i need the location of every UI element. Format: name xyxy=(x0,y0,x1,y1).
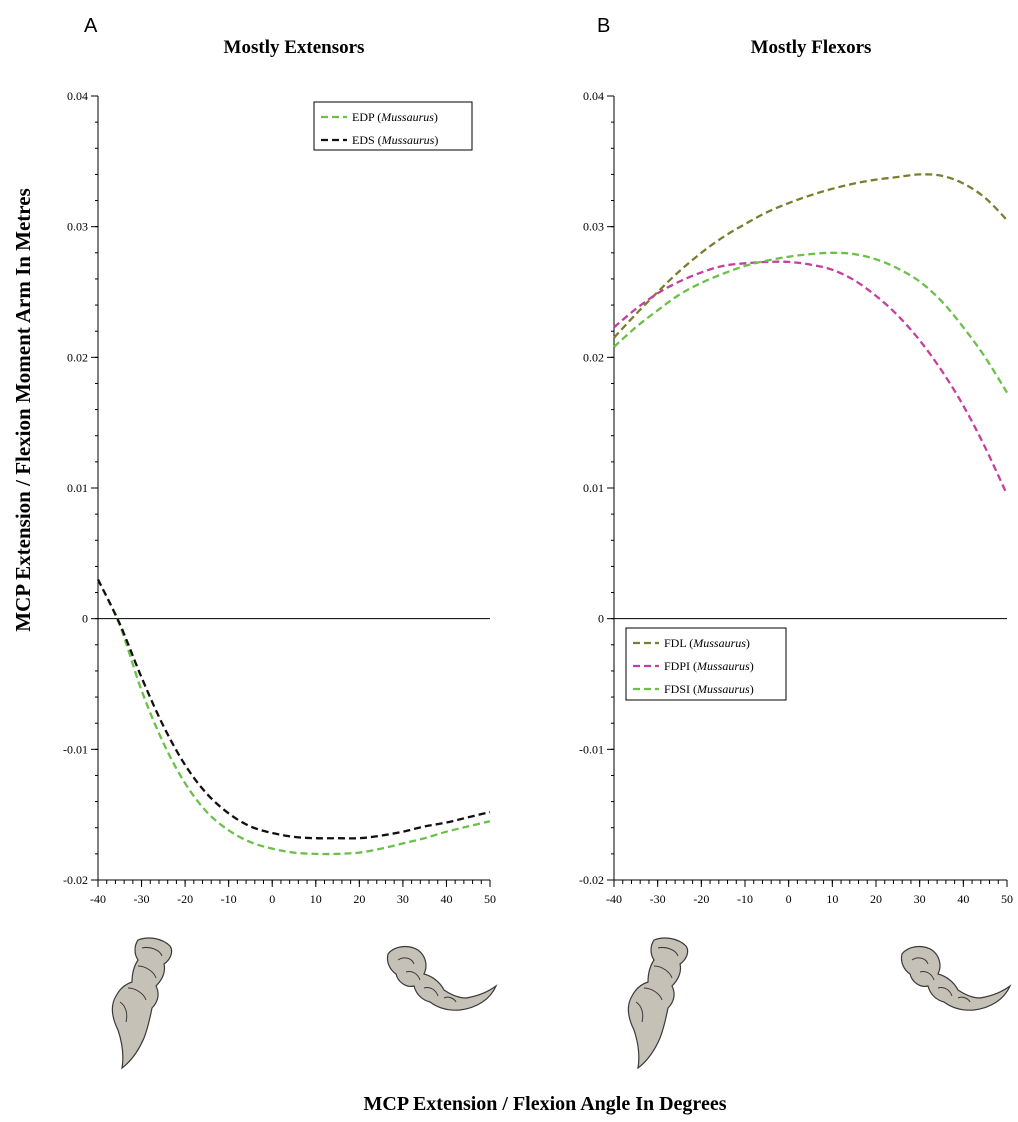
y-tick-label: 0.03 xyxy=(583,220,604,234)
panel-letter: B xyxy=(597,15,610,37)
x-tick-label: -20 xyxy=(177,892,193,906)
y-tick-label: 0.01 xyxy=(583,481,604,495)
x-tick-label: -30 xyxy=(650,892,666,906)
y-tick-label: 0.04 xyxy=(67,89,88,103)
legend-entry: FDPI (Mussaurus) xyxy=(664,659,754,673)
x-tick-label: 50 xyxy=(1001,892,1013,906)
legend: FDL (Mussaurus) FDPI (Mussaurus) FDSI (Mus… xyxy=(625,627,787,701)
x-tick-label: 30 xyxy=(397,892,409,906)
legend-box xyxy=(625,627,787,701)
panel-a: A Mostly Extensors -0.02 -0.01 0 0.01 0.02 0.03… xyxy=(63,15,497,1069)
x-tick-label: 0 xyxy=(269,892,275,906)
extended-claw-illustration xyxy=(111,937,173,1069)
x-tick-label: 40 xyxy=(440,892,452,906)
x-tick-label: 10 xyxy=(826,892,838,906)
legend-entry: FDL (Mussaurus) xyxy=(664,636,750,650)
series-line-fdsi xyxy=(613,251,1008,394)
panel-letter: A xyxy=(84,15,98,37)
legend: EDP (Mussaurus) EDS (Mussaurus) xyxy=(313,101,473,151)
legend-entry: EDS (Mussaurus) xyxy=(352,133,438,147)
extended-claw-illustration xyxy=(627,937,689,1069)
x-tick-label: -10 xyxy=(737,892,753,906)
x-tick-label: 40 xyxy=(957,892,969,906)
x-tick-label: -40 xyxy=(90,892,106,906)
panel-title: Mostly Flexors xyxy=(751,37,872,58)
flexed-claw-illustration xyxy=(900,945,1011,1011)
x-tick-label: -20 xyxy=(693,892,709,906)
series-line-eds xyxy=(96,578,491,840)
x-tick-label: 0 xyxy=(786,892,792,906)
x-tick-label: 20 xyxy=(870,892,882,906)
x-axis-label: MCP Extension / Flexion Angle In Degrees xyxy=(364,1093,727,1115)
x-tick-label: 10 xyxy=(310,892,322,906)
legend-entry: FDSI (Mussaurus) xyxy=(664,682,754,696)
x-tick-label: -40 xyxy=(606,892,622,906)
y-tick-label: 0.02 xyxy=(583,350,604,364)
y-tick-label: -0.02 xyxy=(63,873,88,887)
y-tick-label: 0 xyxy=(598,612,604,626)
y-tick-label: 0.04 xyxy=(583,89,604,103)
y-tick-label: -0.02 xyxy=(579,873,604,887)
panel-b: B Mostly Flexors -0.02 -0.01 0 0.01 0.02 0.03 0.… xyxy=(579,15,1013,1069)
y-tick-label: -0.01 xyxy=(63,742,88,756)
legend-entry: EDP (Mussaurus) xyxy=(352,110,438,124)
x-tick-label: 50 xyxy=(484,892,496,906)
y-tick-label: 0.03 xyxy=(67,220,88,234)
flexed-claw-illustration xyxy=(386,945,497,1011)
series-line-fdl xyxy=(613,173,1008,339)
x-tick-label: 20 xyxy=(353,892,365,906)
x-tick-label: 30 xyxy=(914,892,926,906)
series-line-fdpi xyxy=(613,260,1009,495)
panel-title: Mostly Extensors xyxy=(224,37,365,58)
y-tick-label: 0 xyxy=(82,612,88,626)
y-axis-label: MCP Extension / Flexion Moment Arm In Me… xyxy=(11,188,35,631)
series-line-edp xyxy=(96,579,491,856)
y-tick-label: 0.02 xyxy=(67,350,88,364)
x-tick-label: -10 xyxy=(221,892,237,906)
y-tick-label: -0.01 xyxy=(579,742,604,756)
legend-box xyxy=(313,101,473,151)
x-tick-label: -30 xyxy=(134,892,150,906)
y-tick-label: 0.01 xyxy=(67,481,88,495)
